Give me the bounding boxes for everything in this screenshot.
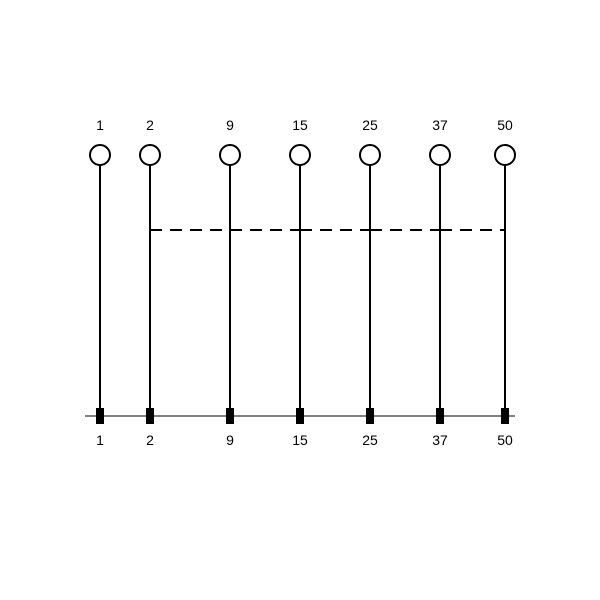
axis-tick [501, 408, 509, 424]
bottom-label: 50 [497, 432, 513, 448]
top-label: 15 [292, 117, 308, 133]
bottom-label: 37 [432, 432, 448, 448]
axis-tick [436, 408, 444, 424]
top-label: 1 [96, 117, 104, 133]
lollipop-diagram: 1 1 2 2 9 9 15 15 25 25 37 37 50 50 [0, 0, 600, 600]
top-label: 50 [497, 117, 513, 133]
bottom-label: 25 [362, 432, 378, 448]
axis-tick [96, 408, 104, 424]
top-label: 37 [432, 117, 448, 133]
top-label: 2 [146, 117, 154, 133]
axis-tick [296, 408, 304, 424]
top-label: 9 [226, 117, 234, 133]
bottom-label: 2 [146, 432, 154, 448]
axis-tick [146, 408, 154, 424]
top-label: 25 [362, 117, 378, 133]
bottom-label: 1 [96, 432, 104, 448]
axis-tick [366, 408, 374, 424]
axis-tick [226, 408, 234, 424]
bottom-label: 9 [226, 432, 234, 448]
bottom-label: 15 [292, 432, 308, 448]
